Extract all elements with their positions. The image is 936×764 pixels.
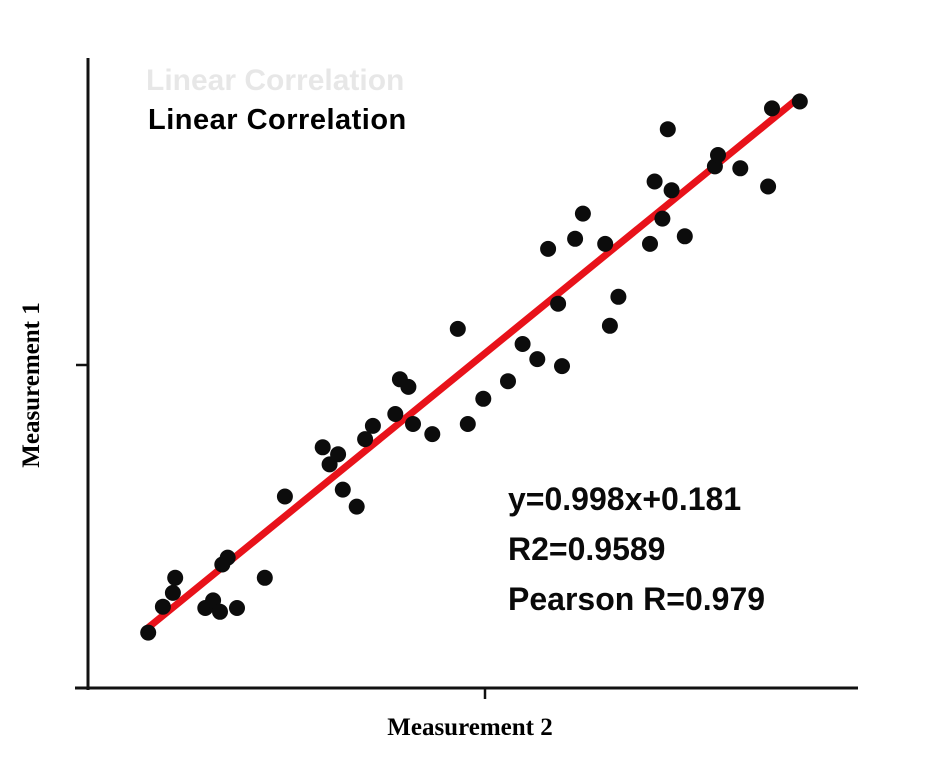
scatter-point [167,569,184,586]
scatter-point [357,431,374,448]
r-squared-label: R2=0.9589 [508,531,666,567]
ghost-title: Linear Correlation [146,64,405,97]
trend-line [144,93,804,632]
scatter-point [475,390,492,407]
scatter-point [405,416,421,432]
scatter-point [574,205,591,222]
scatter-point [387,406,404,422]
scatter-point [791,93,808,110]
scatter-point [164,584,181,601]
scatter-point [601,317,618,334]
scatter-point [554,358,570,375]
scatter-point [760,178,777,195]
scatter-point [654,210,671,227]
scatter-point [567,230,584,247]
scatter-point [219,549,236,566]
scatter-point [550,295,567,312]
scatter-point [514,336,531,352]
scatter-point [646,173,663,190]
pearson-label: Pearson R=0.979 [508,581,766,617]
scatter-point [256,569,273,586]
stats-annotations: y=0.998x+0.181 R2=0.9589 Pearson R=0.979 [508,474,765,624]
scatter-point [229,600,245,616]
scatter-point [364,417,381,434]
equation-label: y=0.998x+0.181 [508,481,742,517]
scatter-point [276,488,293,505]
scatter-point [154,598,171,615]
scatter-point [659,121,676,138]
scatter-point [140,624,157,641]
scatter-point [500,373,516,390]
x-axis-label: Measurement 2 [387,714,553,741]
scatter-point [330,446,347,463]
scatter-point [424,426,441,443]
scatter-point [610,288,627,305]
y-axis-label: Measurement 1 [18,302,45,468]
scatter-point [732,160,749,177]
chart-title: Linear Correlation [148,104,407,136]
scatter-point [212,603,228,620]
scatter-point [449,320,466,337]
scatter-point [663,182,680,199]
data-points [140,93,808,641]
scatter-point [314,439,331,456]
scatter-point [642,235,658,252]
scatter-point [710,147,726,163]
scatter-point [348,498,365,515]
scatter-point [459,416,476,432]
scatter-point [400,378,417,395]
scatter-point [764,100,780,117]
scatter-point [597,235,614,252]
scatter-point [676,228,693,245]
scatter-point [540,240,557,257]
scatter-point [334,481,351,498]
scatter-point [529,351,546,368]
